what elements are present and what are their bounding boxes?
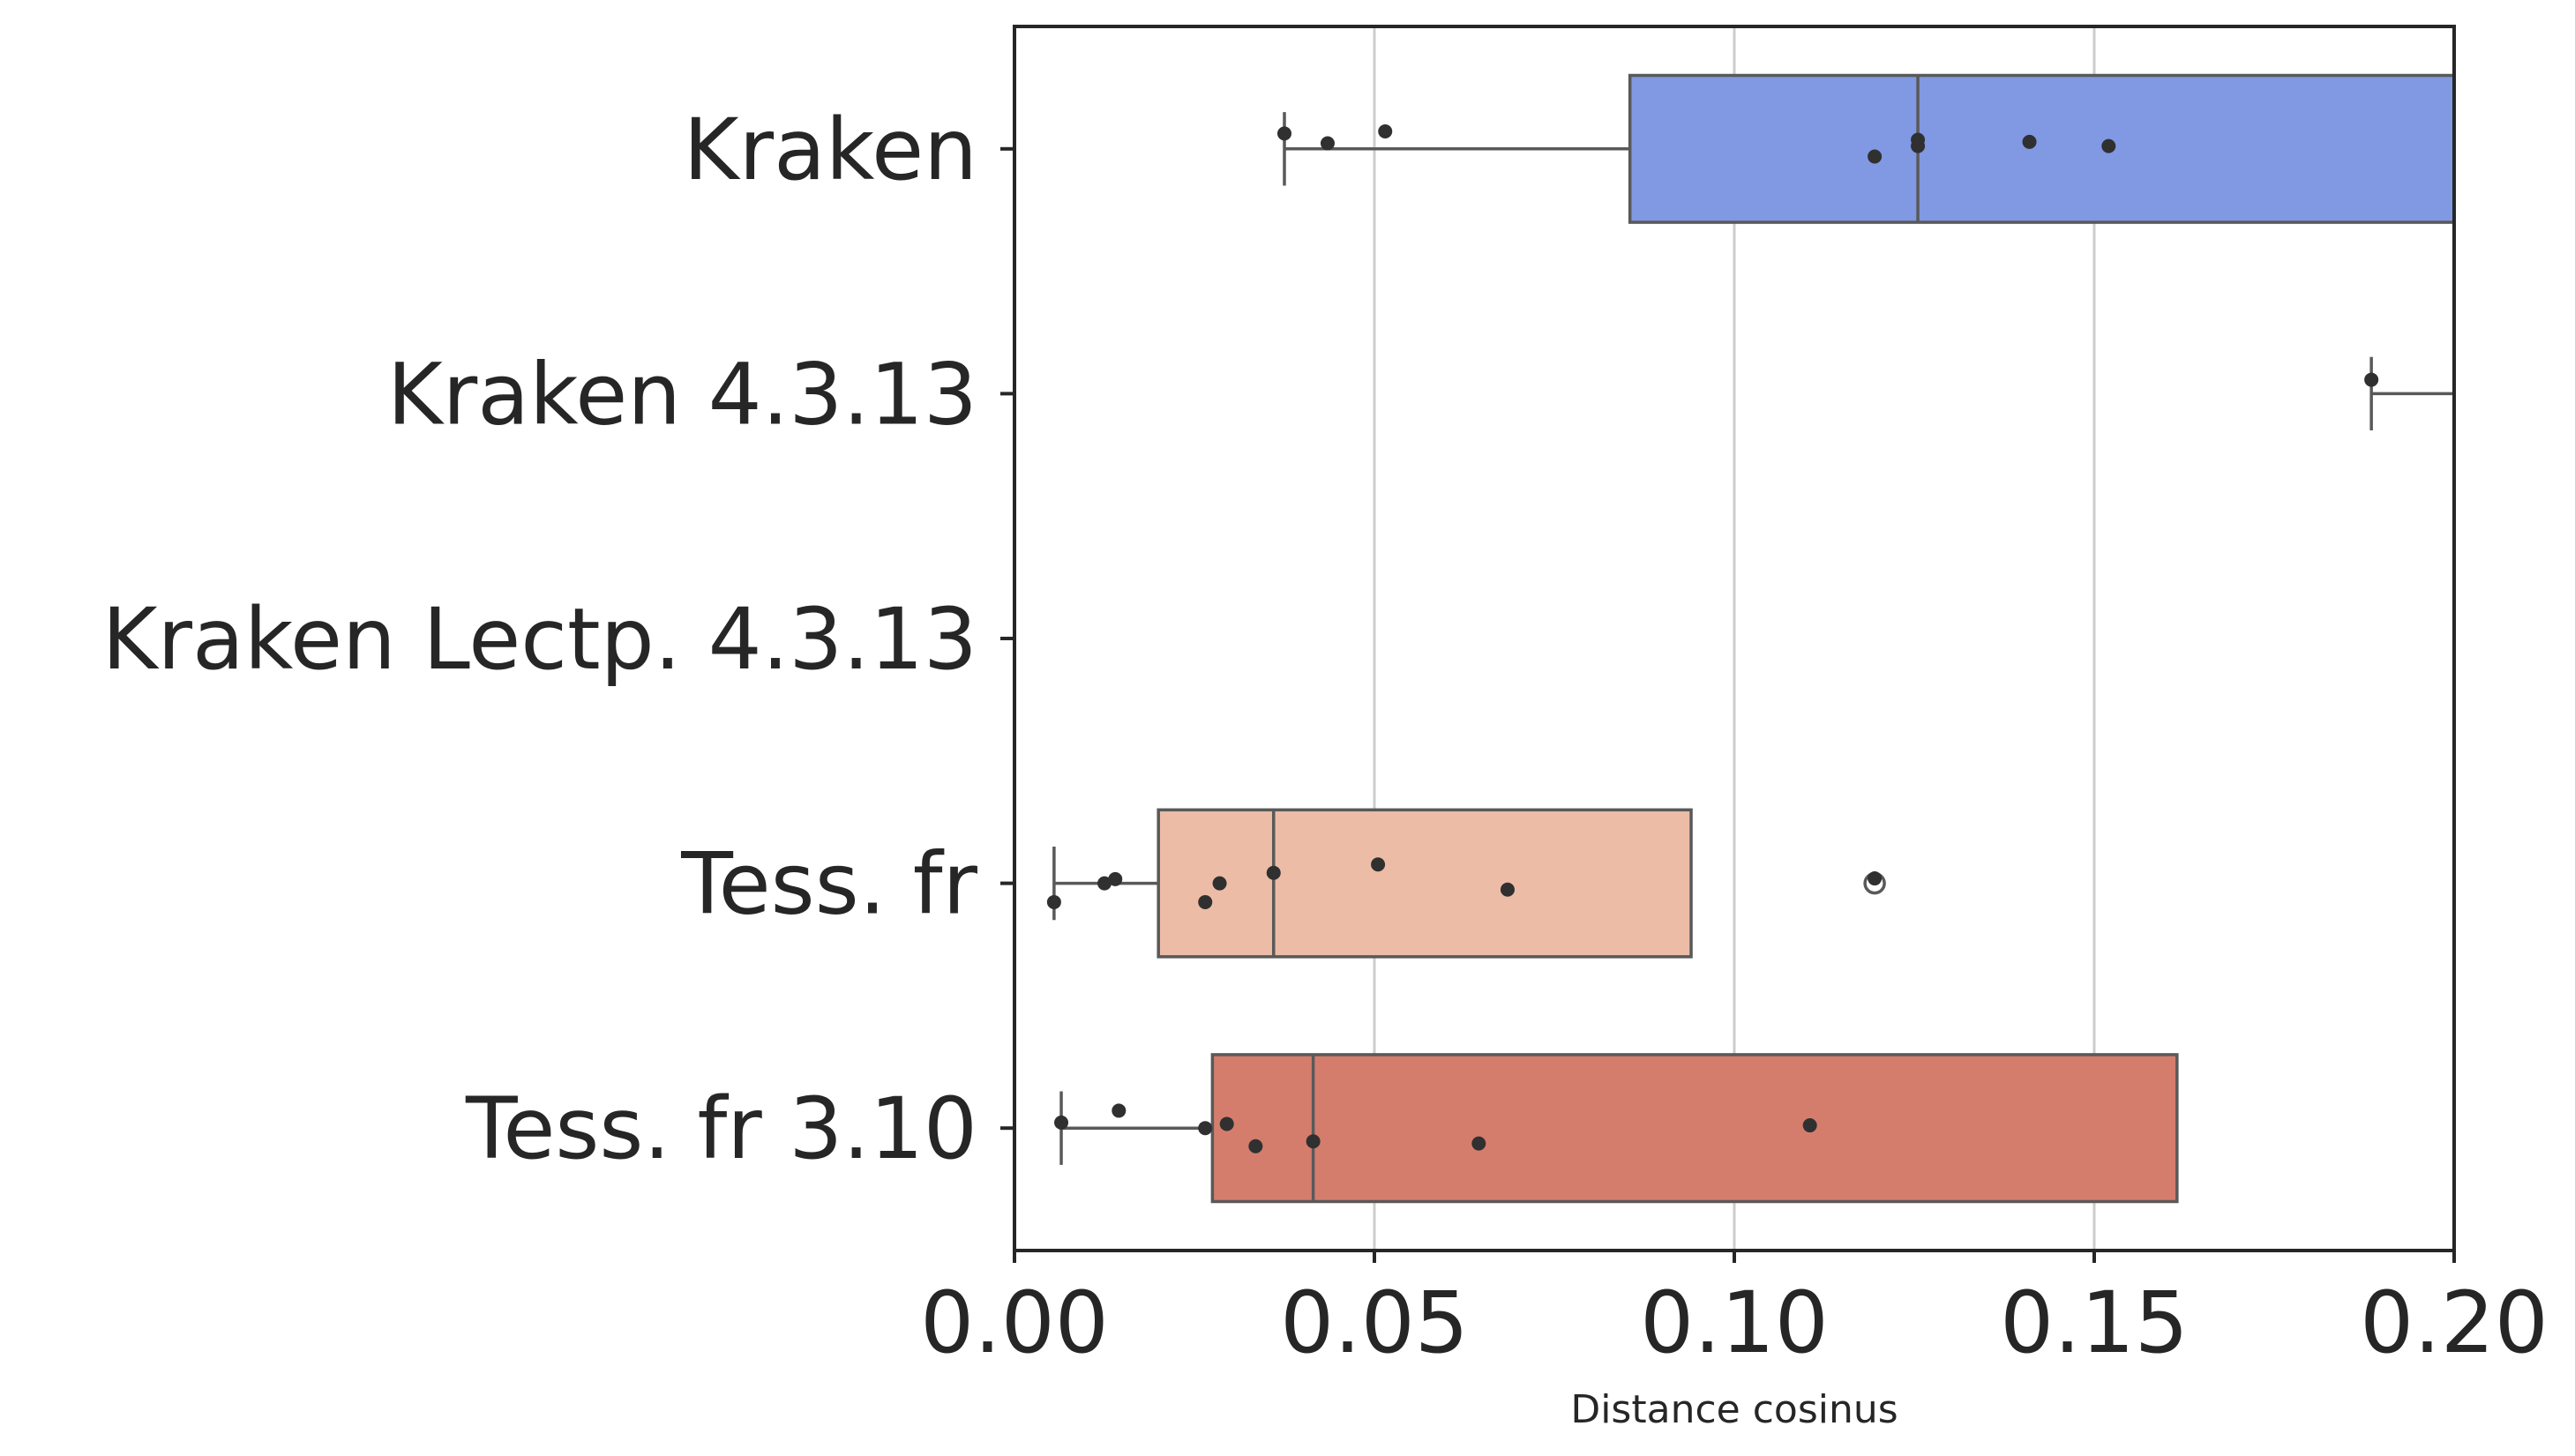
x-tick-label: 0.20 bbox=[2360, 1273, 2549, 1372]
data-point bbox=[1046, 894, 1061, 909]
data-point bbox=[1320, 136, 1335, 151]
x-tick-label: 0.10 bbox=[1640, 1273, 1829, 1372]
data-point bbox=[1248, 1139, 1263, 1154]
x-tick-label: 0.15 bbox=[2000, 1273, 2189, 1372]
data-point bbox=[1277, 126, 1291, 141]
data-point bbox=[1112, 1103, 1127, 1118]
data-point bbox=[1097, 876, 1112, 891]
data-point bbox=[1868, 871, 1883, 886]
data-point bbox=[1378, 124, 1393, 139]
data-point bbox=[2022, 134, 2037, 149]
data-point bbox=[1108, 871, 1123, 886]
box bbox=[1157, 808, 1693, 959]
data-point bbox=[1219, 1116, 1234, 1131]
data-point bbox=[1868, 149, 1883, 164]
data-point bbox=[1371, 857, 1386, 872]
x-axis-title: Distance cosinus bbox=[1570, 1387, 1898, 1432]
data-point bbox=[2364, 372, 2379, 387]
data-point bbox=[1802, 1118, 1817, 1133]
grid-lines bbox=[1373, 26, 2096, 1251]
data-point bbox=[1471, 1136, 1486, 1151]
category-label: Kraken bbox=[684, 101, 977, 199]
data-point bbox=[1198, 1121, 1213, 1136]
data-point bbox=[1198, 894, 1213, 909]
data-point bbox=[1054, 1115, 1069, 1130]
box bbox=[1210, 1053, 2179, 1204]
data-point bbox=[1911, 138, 1926, 153]
x-axis: 0.00 0.05 0.10 0.15 0.20 bbox=[920, 1251, 2549, 1372]
y-axis: Kraken Kraken 4.3.13 Kraken Lectp. 4.3.13 T… bbox=[102, 101, 1014, 1178]
x-tick-label: 0.00 bbox=[920, 1273, 1109, 1372]
data-point bbox=[1266, 865, 1281, 880]
data-points bbox=[1046, 124, 2379, 1154]
data-point bbox=[2101, 138, 2116, 153]
category-label: Tess. fr bbox=[680, 835, 977, 934]
box bbox=[1628, 73, 2456, 224]
data-point bbox=[1212, 876, 1227, 891]
category-label: Kraken 4.3.13 bbox=[387, 345, 977, 444]
x-tick-label: 0.05 bbox=[1280, 1273, 1469, 1372]
boxes bbox=[1052, 73, 2456, 1204]
category-label: Tess. fr 3.10 bbox=[465, 1079, 977, 1178]
data-point bbox=[1306, 1134, 1321, 1149]
data-point bbox=[1500, 882, 1515, 897]
category-label: Kraken Lectp. 4.3.13 bbox=[102, 590, 977, 689]
